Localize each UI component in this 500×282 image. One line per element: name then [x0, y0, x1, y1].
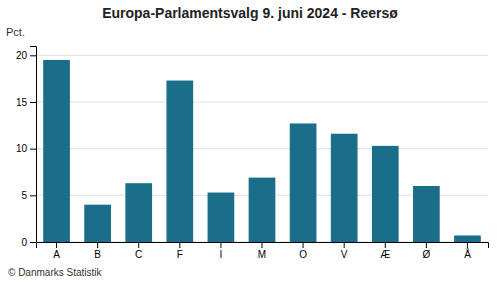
axis-line: [30, 47, 37, 243]
tick: 15: [16, 97, 36, 108]
bar: [125, 183, 152, 242]
tick-mark: [220, 242, 221, 248]
tick-label: 15: [16, 97, 28, 108]
tick: O: [299, 242, 307, 260]
tick: C: [135, 242, 142, 260]
tick-mark: [97, 242, 98, 248]
tick: Ø: [422, 242, 430, 260]
chart: Europa-Parlamentsvalg 9. juni 2024 - Ree…: [0, 0, 500, 282]
tick-label: O: [299, 249, 307, 260]
tick-mark: [30, 149, 36, 150]
grid-line: [36, 55, 488, 56]
tick-label: 20: [16, 50, 28, 61]
axis-line: [37, 243, 489, 249]
tick-label: 10: [16, 143, 28, 154]
tick: 0: [21, 237, 36, 248]
tick-label: I: [220, 249, 223, 260]
tick: 5: [21, 190, 36, 201]
tick-mark: [30, 102, 36, 103]
tick-mark: [56, 242, 57, 248]
tick: Å: [464, 242, 471, 260]
tick-label: F: [177, 249, 183, 260]
grid: [36, 55, 488, 242]
tick-mark: [30, 242, 36, 243]
title: Europa-Parlamentsvalg 9. juni 2024 - Ree…: [102, 5, 398, 21]
bar: [166, 81, 193, 242]
tick: B: [94, 242, 101, 260]
tick-label: 0: [21, 237, 27, 248]
tick-label: V: [341, 249, 348, 260]
y-axis: 0 5 10 15 20: [16, 47, 37, 248]
plot: 0 5 10 15 20 A B C F I M O V Æ Ø Å: [16, 47, 489, 261]
tick: Æ: [380, 242, 390, 260]
bar: [372, 146, 399, 242]
tick-mark: [426, 242, 427, 248]
tick: V: [341, 242, 348, 260]
tick-mark: [179, 242, 180, 248]
tick-mark: [467, 242, 468, 248]
grid-line: [36, 102, 488, 103]
tick-label: 5: [21, 190, 27, 201]
bar: [413, 186, 440, 242]
tick: F: [177, 242, 183, 260]
bar: [43, 60, 70, 242]
tick-mark: [30, 55, 36, 56]
tick-label: Æ: [380, 249, 390, 260]
tick-label: B: [94, 249, 101, 260]
tick: 10: [16, 143, 36, 154]
bars: [43, 60, 481, 242]
bar: [454, 235, 481, 242]
tick-label: Ø: [422, 249, 430, 260]
axis-title: Pct.: [6, 26, 25, 38]
tick-mark: [262, 242, 263, 248]
tick-mark: [385, 242, 386, 248]
bar: [290, 123, 317, 242]
tick-mark: [138, 242, 139, 248]
bar: [208, 193, 235, 242]
x-axis: ABCFIMOVÆØÅ: [37, 242, 489, 260]
tick-mark: [344, 242, 345, 248]
tick-mark: [303, 242, 304, 248]
tick-mark: [30, 195, 36, 196]
bar: [84, 205, 111, 242]
grid-line: [36, 148, 488, 149]
tick-label: A: [53, 249, 60, 260]
tick-label: Å: [464, 248, 471, 260]
tick: A: [53, 242, 60, 260]
tick-label: C: [135, 249, 142, 260]
annotation: © Danmarks Statistik: [8, 267, 103, 278]
tick: 20: [16, 50, 36, 61]
tick: I: [220, 242, 223, 260]
tick-label: M: [258, 249, 266, 260]
bar: [249, 178, 276, 242]
bar: [331, 134, 358, 242]
tick: M: [258, 242, 266, 260]
